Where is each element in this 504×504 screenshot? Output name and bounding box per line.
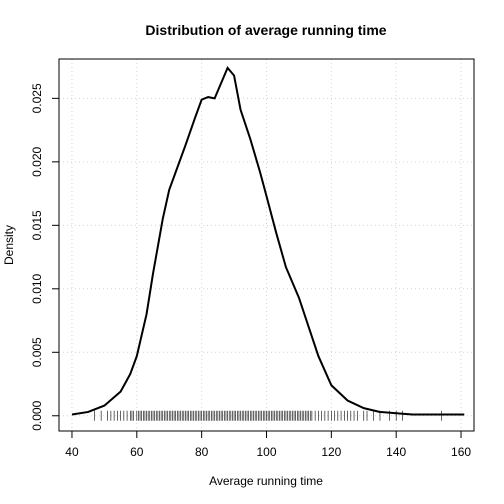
density-curve [71,66,465,416]
x-tick-label: 120 [321,445,341,459]
x-tick-label: 80 [195,445,209,459]
y-tick-label: 0.025 [30,83,44,113]
x-axis: 40 60 80 100 120 140 160 [65,430,471,459]
x-tick-label: 100 [256,445,276,459]
rug-marks [94,410,442,421]
grid [59,59,474,431]
x-axis-label: Average running time [209,474,323,488]
y-tick-label: 0.015 [30,210,44,240]
y-axis-label: Density [2,225,16,265]
x-tick-label: 160 [451,445,471,459]
y-tick-label: 0.010 [30,273,44,303]
chart-title: Distribution of average running time [145,22,386,38]
x-tick-label: 140 [386,445,406,459]
y-tick-label: 0.005 [30,337,44,367]
y-tick-label: 0.000 [30,400,44,430]
x-tick-label: 60 [130,445,144,459]
density-plot [71,66,465,416]
x-tick-label: 40 [65,445,79,459]
y-axis: 0.000 0.005 0.010 0.015 0.020 0.025 [30,83,60,431]
y-tick-label: 0.020 [30,146,44,176]
